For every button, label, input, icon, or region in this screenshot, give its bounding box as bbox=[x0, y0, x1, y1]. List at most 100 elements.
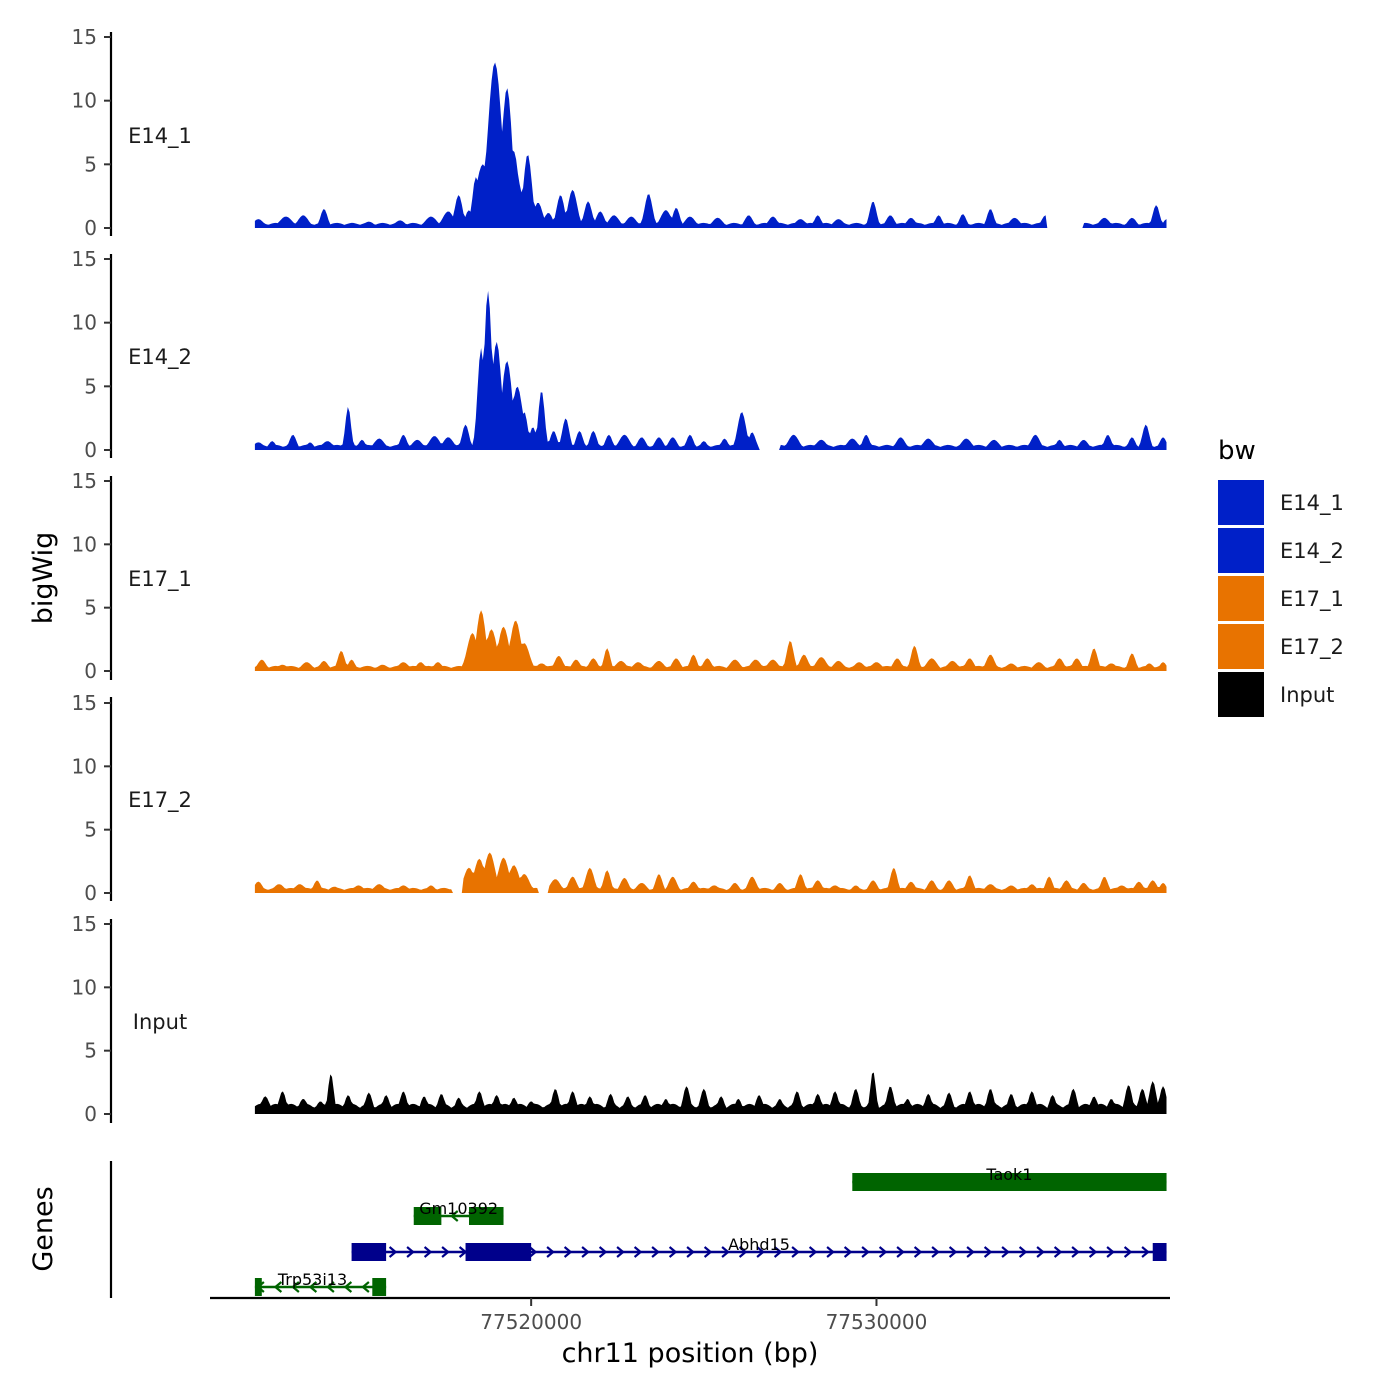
gene-label: Gm10392 bbox=[419, 1199, 498, 1218]
y-axis-ticks: 0 5 10 15 bbox=[72, 912, 111, 1126]
strand-chevron bbox=[756, 1246, 765, 1258]
signal-area bbox=[254, 62, 1167, 228]
strand-chevron bbox=[651, 1246, 660, 1258]
y-tick-label: 0 bbox=[84, 881, 97, 905]
track-label: E17_1 bbox=[128, 567, 192, 592]
strand-chevron bbox=[273, 1281, 283, 1293]
strand-chevron bbox=[1106, 1246, 1115, 1258]
strand-chevron bbox=[843, 1246, 853, 1258]
strand-chevron bbox=[966, 1246, 975, 1258]
y-tick-label: 0 bbox=[84, 216, 97, 240]
legend-label: E17_2 bbox=[1280, 635, 1344, 660]
y-tick-label: 15 bbox=[72, 691, 97, 715]
legend-swatch bbox=[1218, 576, 1264, 621]
strand-chevron bbox=[1001, 1246, 1010, 1258]
strand-chevron bbox=[878, 1246, 888, 1258]
y-tick-label: 15 bbox=[72, 25, 97, 49]
strand-chevron bbox=[343, 1281, 353, 1293]
strand-chevron bbox=[1036, 1246, 1045, 1258]
y-tick-label: 5 bbox=[84, 374, 97, 398]
track-panel-e14-1: 0 5 10 15 E14_1 bbox=[72, 25, 1167, 240]
legend-entry-e14-2: E14_2 bbox=[1218, 528, 1344, 573]
signal-area bbox=[254, 852, 1167, 893]
legend-entry-e17-1: E17_1 bbox=[1218, 576, 1344, 621]
exon-block bbox=[372, 1278, 387, 1296]
y-tick-label: 10 bbox=[72, 532, 97, 556]
exon-block bbox=[465, 1243, 532, 1261]
exon-block bbox=[254, 1278, 262, 1296]
signal-area bbox=[254, 290, 1167, 450]
strand-chevron bbox=[308, 1281, 318, 1293]
gene-taok1: Taok1 bbox=[852, 1165, 1167, 1191]
genes-axis-title: Genes bbox=[28, 1186, 59, 1271]
legend-swatch bbox=[1218, 624, 1264, 669]
legend-title: bw bbox=[1218, 436, 1256, 466]
strand-chevron bbox=[896, 1246, 905, 1258]
legend-swatch bbox=[1218, 672, 1264, 717]
strand-chevron bbox=[1141, 1246, 1150, 1258]
x-axis-title: chr11 position (bp) bbox=[562, 1338, 819, 1369]
gene-label: Taok1 bbox=[985, 1165, 1032, 1184]
legend-label: E14_2 bbox=[1280, 539, 1344, 564]
gene-models: Taok1 Gm10392 Abhd15 Trp53i13 bbox=[254, 1165, 1167, 1296]
y-axis-ticks: 0 5 10 15 bbox=[72, 25, 111, 240]
exon-block bbox=[413, 1207, 442, 1225]
strand-chevron bbox=[791, 1246, 800, 1258]
y-tick-label: 15 bbox=[72, 912, 97, 936]
strand-chevron bbox=[361, 1281, 370, 1293]
strand-chevron bbox=[581, 1246, 590, 1258]
strand-chevron bbox=[808, 1246, 818, 1258]
strand-chevron bbox=[633, 1246, 643, 1258]
signal-area bbox=[254, 610, 1167, 671]
legend-swatch bbox=[1218, 528, 1264, 573]
gene-abhd15: Abhd15 bbox=[351, 1235, 1167, 1261]
strand-chevron bbox=[563, 1246, 573, 1258]
genes-track: Genes Taok1 Gm10392 Abhd15 Trp53i13 bbox=[28, 1161, 1167, 1298]
y-axis-ticks: 0 5 10 15 bbox=[72, 469, 111, 683]
strand-chevron bbox=[983, 1246, 993, 1258]
legend-entry-input: Input bbox=[1218, 672, 1334, 717]
strand-chevron bbox=[406, 1246, 415, 1258]
strand-chevron bbox=[861, 1246, 870, 1258]
strand-chevron bbox=[913, 1246, 923, 1258]
y-tick-label: 15 bbox=[72, 469, 97, 493]
gene-label: Trp53i13 bbox=[277, 1270, 347, 1289]
y-axis-ticks: 0 5 10 15 bbox=[72, 247, 111, 462]
exon-block bbox=[468, 1207, 504, 1225]
gene-label: Abhd15 bbox=[728, 1235, 790, 1254]
track-panel-e17-1: 0 5 10 15 E17_1 bbox=[72, 469, 1167, 683]
y-tick-label: 10 bbox=[72, 975, 97, 999]
strand-chevron bbox=[686, 1246, 695, 1258]
legend-swatch bbox=[1218, 480, 1264, 525]
legend-entry-e14-1: E14_1 bbox=[1218, 480, 1344, 525]
y-tick-label: 10 bbox=[72, 754, 97, 778]
strand-chevron bbox=[721, 1246, 730, 1258]
y-tick-label: 0 bbox=[84, 1102, 97, 1126]
track-label: Input bbox=[133, 1010, 187, 1034]
legend: bw E14_1 E14_2 E17_1 E17_2 Input bbox=[1218, 436, 1344, 717]
strand-chevron bbox=[668, 1246, 678, 1258]
exon-block bbox=[852, 1173, 1167, 1191]
y-tick-label: 10 bbox=[72, 311, 97, 335]
x-tick-label: 77520000 bbox=[480, 1310, 582, 1334]
strand-chevron bbox=[738, 1246, 748, 1258]
y-tick-label: 5 bbox=[84, 596, 97, 620]
track-label: E17_2 bbox=[128, 788, 192, 813]
gene-gm10392: Gm10392 bbox=[413, 1199, 504, 1225]
strand-chevron bbox=[326, 1281, 335, 1293]
track-label: E14_2 bbox=[128, 345, 192, 370]
strand-chevron bbox=[1071, 1246, 1080, 1258]
strand-chevron bbox=[931, 1246, 940, 1258]
y-tick-label: 5 bbox=[84, 818, 97, 842]
exon-block bbox=[1152, 1243, 1167, 1261]
y-tick-label: 15 bbox=[72, 247, 97, 271]
y-axis-ticks: 0 5 10 15 bbox=[72, 691, 111, 905]
strand-chevron bbox=[291, 1281, 300, 1293]
y-axis-title: bigWig bbox=[28, 532, 59, 625]
strand-chevron bbox=[450, 1210, 459, 1222]
y-tick-label: 5 bbox=[84, 1039, 97, 1063]
legend-label: E17_1 bbox=[1280, 587, 1344, 612]
y-tick-label: 5 bbox=[84, 152, 97, 176]
strand-chevron bbox=[388, 1246, 398, 1258]
strand-chevron bbox=[528, 1246, 538, 1258]
